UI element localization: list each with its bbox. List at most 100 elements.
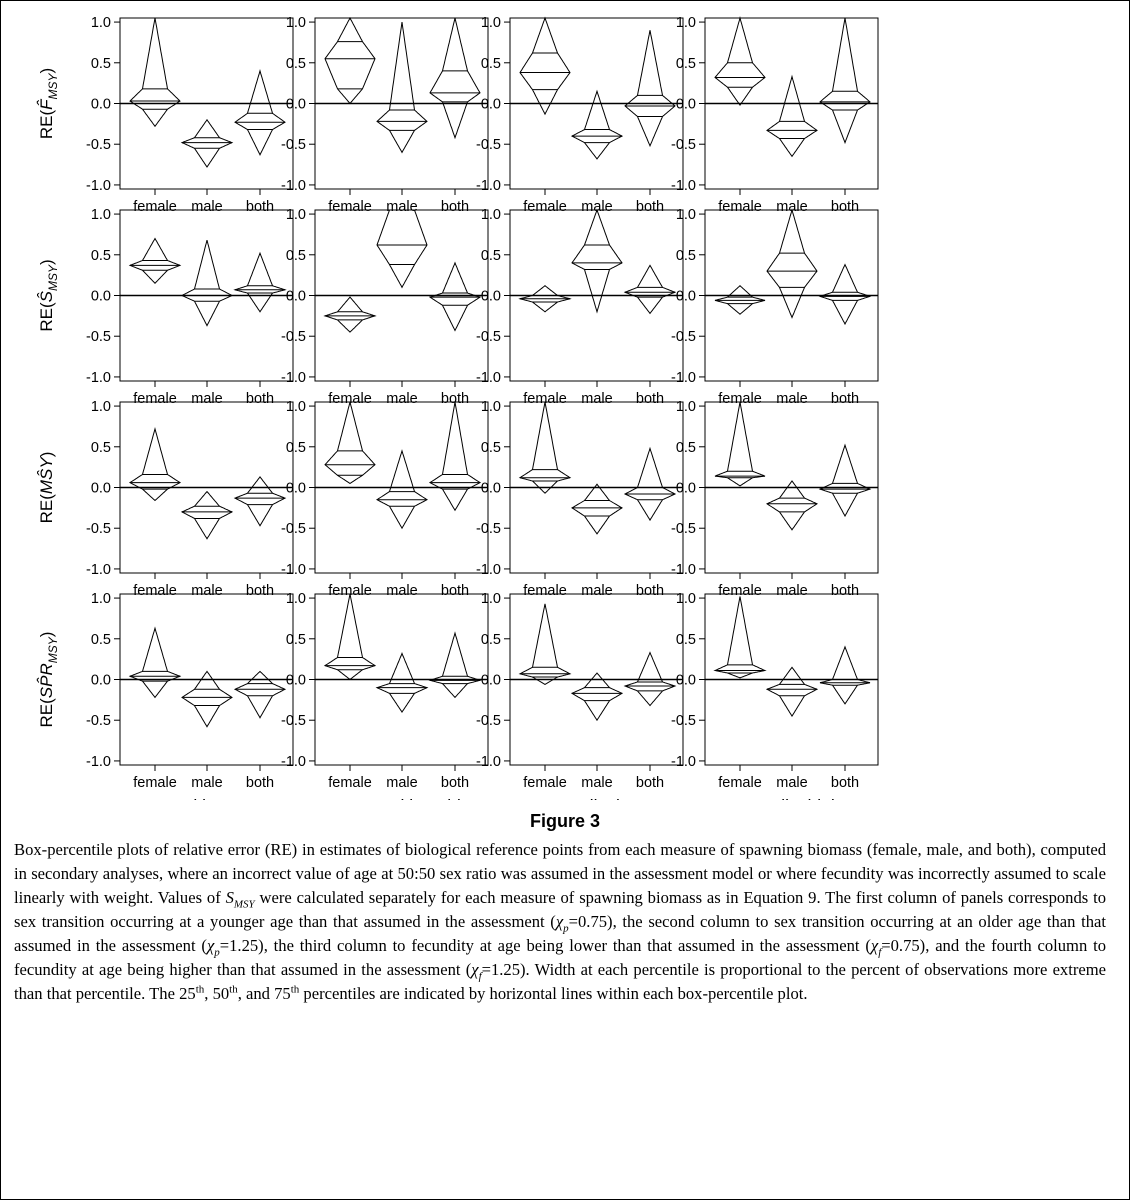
box-percentile-male	[571, 483, 623, 535]
figure-title: Figure 3	[529, 811, 600, 831]
box-percentile-female	[128, 626, 182, 699]
y-tick-label: 0.0	[286, 481, 306, 497]
x-tick-label-female: female	[133, 391, 177, 407]
y-tick-label: -0.5	[476, 137, 501, 153]
x-tick-label-both: both	[831, 583, 859, 599]
y-tick-label: -0.5	[281, 329, 306, 345]
x-tick-label-female: female	[523, 775, 567, 791]
box-percentile-grid: 1.0 0.5 0.0 -0.5 -1.0 female male both 1.0 0.5 0.0…	[36, 15, 879, 800]
y-tick-label: 1.0	[481, 15, 501, 31]
panel-r3-c4: 1.0 0.5 0.0 -0.5 -1.0 female male both	[671, 399, 879, 599]
y-tick-label: -1.0	[86, 370, 111, 386]
x-tick-label-both: both	[441, 583, 469, 599]
row-2-y-label: RE(ŜMSY)	[37, 259, 60, 331]
panel-r1-c1: 1.0 0.5 0.0 -0.5 -1.0 female male both	[86, 15, 294, 215]
x-tick-label-male: male	[581, 583, 612, 599]
y-tick-label: 0.0	[481, 481, 501, 497]
y-tick-label: -0.5	[476, 329, 501, 345]
x-tick-label-male: male	[581, 199, 612, 215]
panel-r4-c3: 1.0 0.5 0.0 -0.5 -1.0 female male both	[476, 591, 684, 791]
y-tick-label: 0.0	[286, 673, 306, 689]
x-tick-label-female: female	[523, 391, 567, 407]
y-tick-label: 0.0	[676, 481, 696, 497]
y-tick-label: 1.0	[481, 399, 501, 415]
box-percentile-both	[428, 261, 482, 332]
y-tick-label: 0.5	[91, 440, 111, 456]
y-tick-label: -1.0	[671, 178, 696, 194]
x-tick-label-female: female	[328, 583, 372, 599]
y-tick-label: 1.0	[91, 591, 111, 607]
y-tick-label: 0.5	[676, 440, 696, 456]
x-tick-label-both: both	[246, 583, 274, 599]
box-percentile-female	[324, 16, 376, 105]
box-percentile-both	[624, 30, 676, 148]
panel-r2-c2: 1.0 0.5 0.0 -0.5 -1.0 female male both	[281, 207, 489, 407]
y-tick-label: -0.5	[86, 137, 111, 153]
y-tick-label: 1.0	[91, 399, 111, 415]
column-label-2: Sex transition older	[327, 796, 477, 800]
box-percentile-male	[375, 449, 429, 530]
box-percentile-both	[818, 263, 872, 326]
box-percentile-female	[323, 593, 377, 681]
x-tick-label-male: male	[581, 775, 612, 791]
box-percentile-female	[323, 296, 377, 333]
y-tick-label: -1.0	[86, 178, 111, 194]
box-percentile-both	[233, 251, 287, 313]
panel-r3-c2: 1.0 0.5 0.0 -0.5 -1.0 female male both	[281, 399, 489, 599]
row-1-y-label: RE(F̂MSY)	[36, 68, 60, 139]
box-percentile-both	[428, 401, 482, 512]
y-tick-label: 1.0	[286, 207, 306, 223]
x-tick-label-both: both	[441, 199, 469, 215]
box-percentile-female	[128, 237, 182, 285]
box-percentile-male	[180, 239, 234, 327]
y-tick-label: -0.5	[281, 521, 306, 537]
panel-r1-c2: 1.0 0.5 0.0 -0.5 -1.0 female male both	[281, 15, 489, 215]
y-tick-label: -0.5	[86, 521, 111, 537]
y-tick-label: 1.0	[91, 207, 111, 223]
y-tick-label: -1.0	[476, 178, 501, 194]
y-tick-label: 0.0	[676, 97, 696, 113]
x-tick-label-male: male	[776, 583, 807, 599]
y-tick-label: -0.5	[86, 713, 111, 729]
panel-r2-c1: 1.0 0.5 0.0 -0.5 -1.0 female male both	[86, 207, 294, 407]
box-percentile-female	[714, 16, 766, 107]
y-tick-label: -1.0	[671, 754, 696, 770]
y-tick-label: 0.5	[481, 248, 501, 264]
x-tick-label-both: both	[636, 199, 664, 215]
box-percentile-male	[765, 480, 819, 531]
x-tick-label-male: male	[386, 199, 417, 215]
box-percentile-female	[129, 17, 181, 128]
x-tick-label-both: both	[636, 391, 664, 407]
column-label-4: Fecundity higher	[727, 796, 857, 800]
y-tick-label: 0.0	[481, 289, 501, 305]
y-tick-label: 1.0	[481, 591, 501, 607]
box-percentile-both	[233, 670, 287, 719]
column-label-3: Fecundity lower	[535, 796, 658, 800]
column-label-1: Sex transition younger	[119, 796, 293, 800]
x-tick-label-male: male	[386, 775, 417, 791]
x-tick-label-female: female	[133, 583, 177, 599]
y-tick-label: 1.0	[676, 399, 696, 415]
box-percentile-male	[181, 670, 233, 728]
y-tick-label: -1.0	[476, 754, 501, 770]
y-tick-label: 0.0	[91, 289, 111, 305]
y-tick-label: 1.0	[676, 591, 696, 607]
y-tick-label: 0.5	[286, 632, 306, 648]
x-tick-label-both: both	[246, 775, 274, 791]
y-tick-label: 0.5	[481, 440, 501, 456]
y-tick-label: 1.0	[286, 591, 306, 607]
y-tick-label: -1.0	[476, 562, 501, 578]
y-tick-label: -0.5	[281, 137, 306, 153]
x-tick-label-female: female	[328, 199, 372, 215]
x-tick-label-female: female	[328, 775, 372, 791]
x-tick-label-male: male	[776, 391, 807, 407]
y-tick-label: 0.5	[676, 56, 696, 72]
y-tick-label: 0.0	[481, 673, 501, 689]
x-tick-label-both: both	[831, 391, 859, 407]
box-percentile-male	[180, 490, 234, 540]
y-tick-label: 0.0	[91, 97, 111, 113]
y-tick-label: 0.5	[286, 56, 306, 72]
y-tick-label: 0.0	[676, 289, 696, 305]
y-tick-label: 0.5	[91, 248, 111, 264]
x-tick-label-both: both	[441, 391, 469, 407]
